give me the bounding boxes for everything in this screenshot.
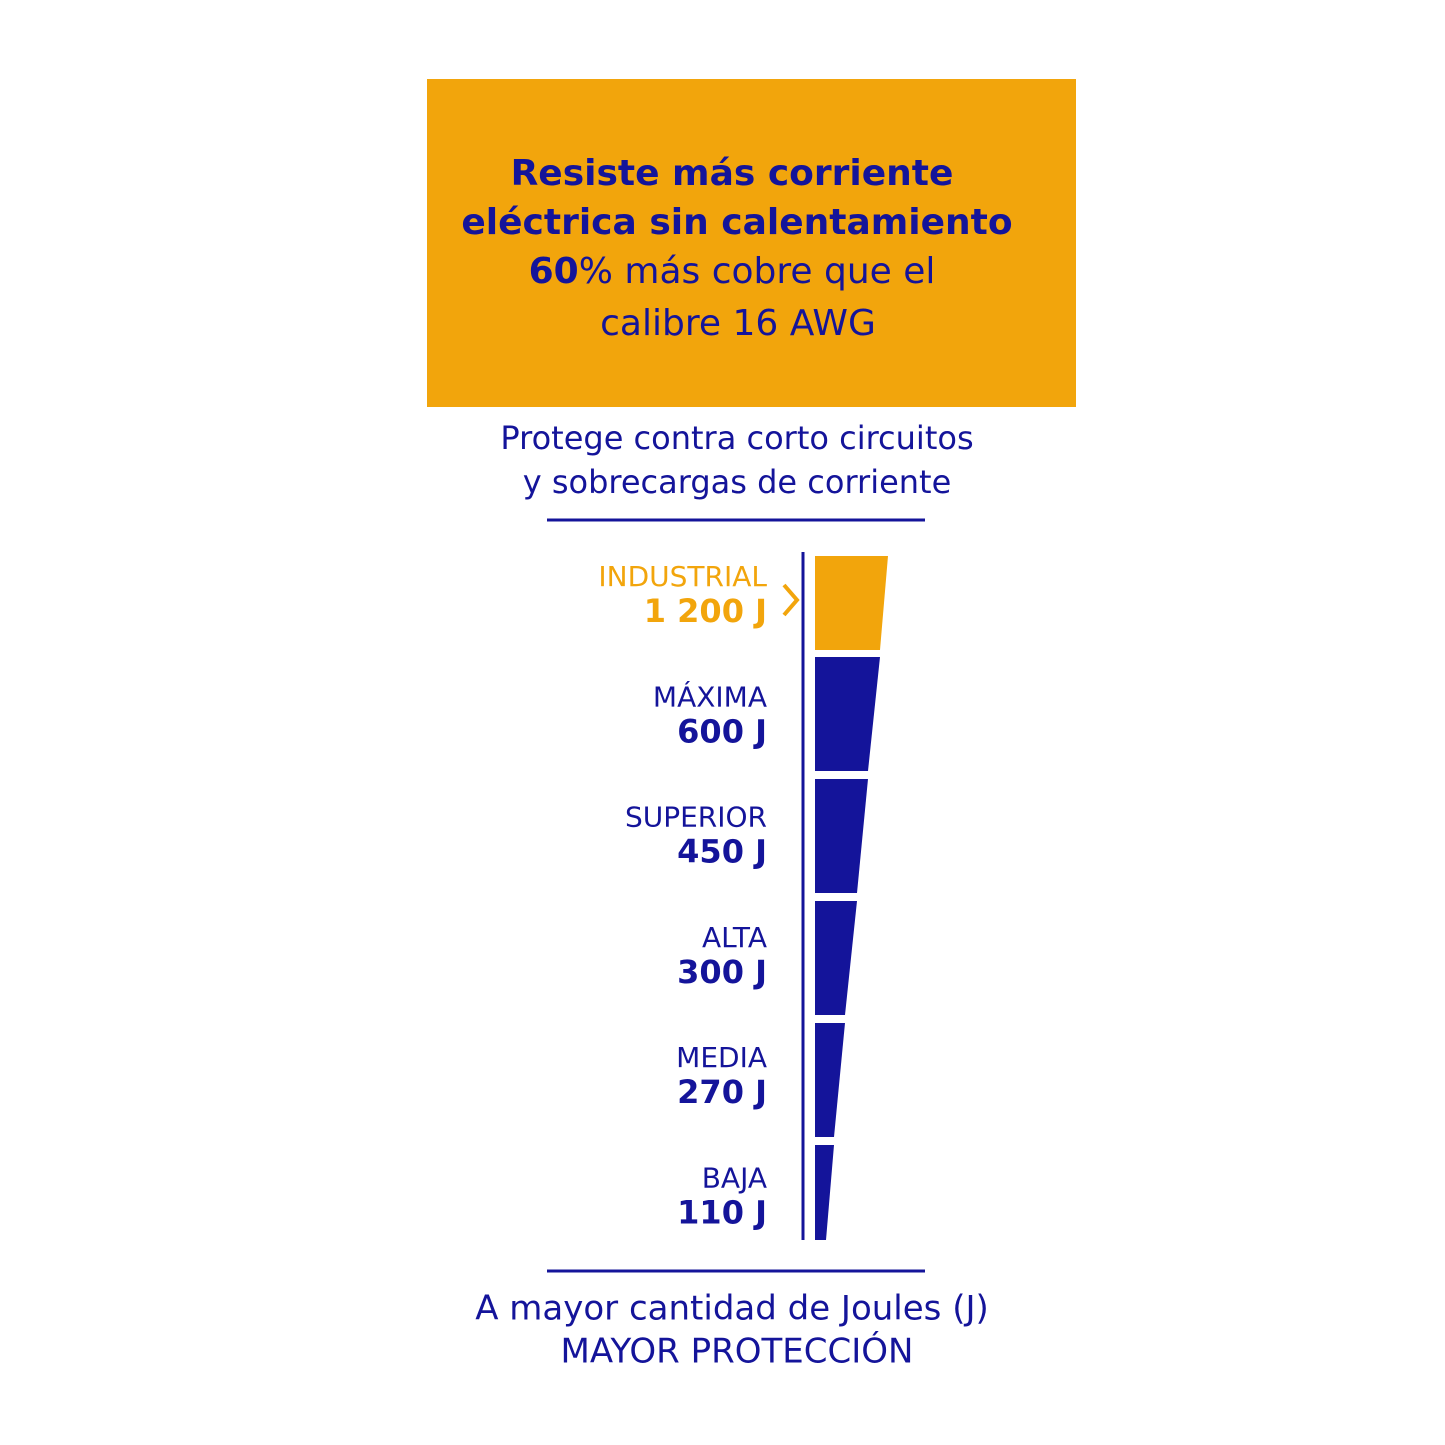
level-energy: 300 J (677, 953, 767, 991)
level-name: SUPERIOR (625, 801, 767, 834)
header-box (427, 79, 1076, 407)
level-segment (815, 1145, 834, 1240)
level-segment (815, 657, 880, 771)
header-line: eléctrica sin calentamiento (461, 202, 1012, 243)
level-segment (815, 779, 868, 893)
highlight: 60 (529, 251, 579, 292)
level-segment (815, 901, 857, 1015)
level-energy: 450 J (677, 833, 767, 871)
level-energy: 1 200 J (644, 592, 767, 630)
level-segment (815, 1023, 845, 1137)
level-energy: 600 J (677, 712, 767, 750)
level-name: MEDIA (676, 1041, 767, 1074)
footer: MAYOR PROTECCIÓN (561, 1331, 914, 1372)
level-name: INDUSTRIAL (598, 560, 767, 593)
subtitle: y sobrecargas de corriente (523, 463, 952, 501)
level-energy: 270 J (677, 1073, 767, 1111)
header-line: 60% más cobre que el (529, 251, 936, 292)
level-energy: 110 J (677, 1194, 767, 1232)
subtitle: Protege contra corto circuitos (500, 419, 973, 457)
header-text: % más cobre que el (579, 251, 936, 292)
level-name: ALTA (702, 921, 767, 954)
arrow (782, 583, 800, 617)
level-segment (815, 556, 888, 650)
level-name: BAJA (702, 1162, 767, 1195)
header-line: Resiste más corriente (511, 153, 954, 194)
footer: A mayor cantidad de Joules (J) (475, 1289, 989, 1329)
level-name: MÁXIMA (653, 679, 767, 713)
wedge (815, 556, 888, 1240)
header-line: calibre 16 AWG (600, 303, 876, 344)
